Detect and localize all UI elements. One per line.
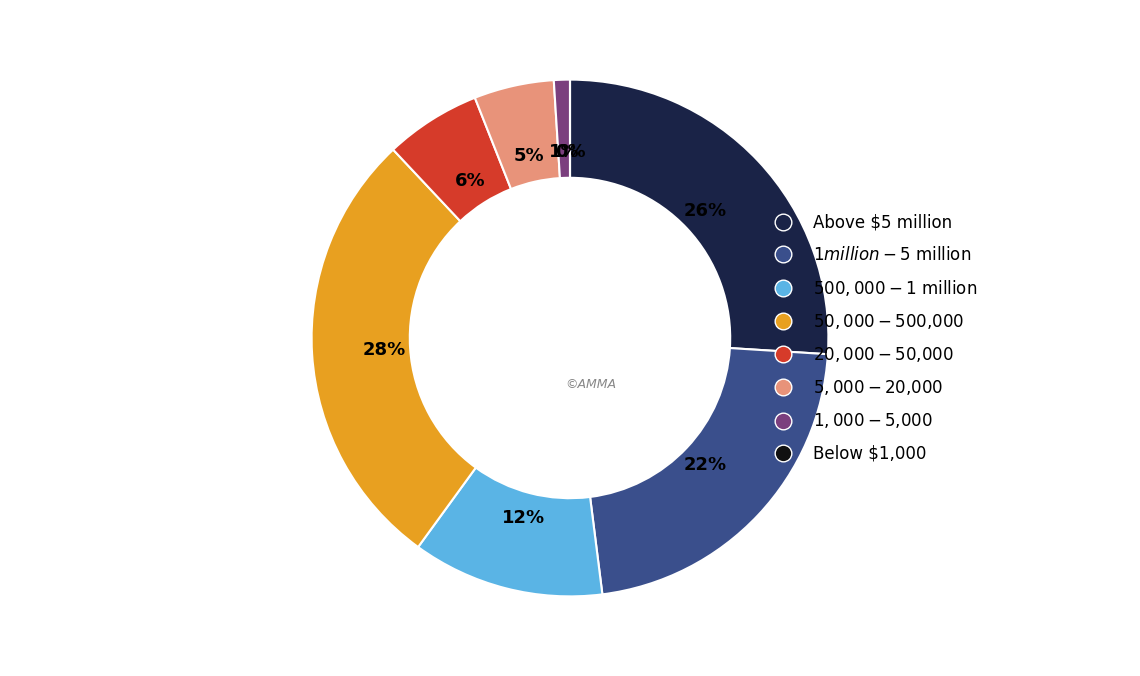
Text: 1%: 1% [548,143,579,161]
Wedge shape [418,468,602,596]
Text: ©AMMA: ©AMMA [565,378,617,391]
Wedge shape [311,149,475,547]
Text: 5%: 5% [514,147,545,166]
Text: 26%: 26% [684,201,727,220]
Text: 28%: 28% [363,341,406,359]
Text: 12%: 12% [502,509,545,527]
Text: 6%: 6% [455,172,486,190]
Wedge shape [554,80,570,178]
Legend: Above $5 million, $1 million - $5 million, $500,000 - $1 million, $50,000 - $500: Above $5 million, $1 million - $5 millio… [759,207,984,469]
Wedge shape [475,80,560,189]
Text: 0%: 0% [555,143,585,161]
Wedge shape [591,348,828,594]
Text: 22%: 22% [684,456,727,475]
Wedge shape [570,80,829,354]
Wedge shape [393,98,511,221]
